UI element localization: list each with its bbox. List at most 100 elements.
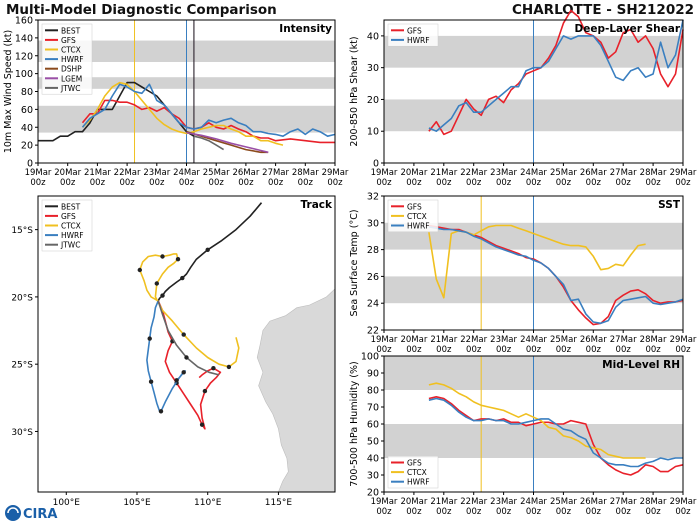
sst-xtick-label: 27Mar <box>610 335 637 345</box>
shear-panel: 01020304019Mar00z20Mar00z21Mar00z22Mar00… <box>349 9 697 188</box>
intensity-xtick-label: 24Mar <box>173 168 200 178</box>
shear-xtick-label: 26Mar <box>580 168 607 178</box>
shear-xtick-label: 20Mar <box>400 168 427 178</box>
shear-title: Deep-Layer Shear <box>574 23 680 35</box>
rh-xtick-label: 21Mar <box>430 497 457 507</box>
intensity-xtick-label: 19Mar <box>25 168 52 178</box>
intensity-xtick-sublabel: 00z <box>238 178 254 188</box>
sst-ytick-label: 28 <box>367 245 379 256</box>
rh-legend-label-hwrf: HWRF <box>407 478 430 487</box>
rh-ytick-label: 40 <box>367 454 379 465</box>
rh-xtick-sublabel: 00z <box>436 507 452 517</box>
intensity-series-lgem <box>186 131 269 154</box>
shear-ytick-label: 40 <box>367 31 379 42</box>
intensity-xtick-label: 27Mar <box>262 168 289 178</box>
intensity-ylabel: 10m Max Wind Speed (kt) <box>3 30 14 153</box>
track-point-ctcx <box>175 257 181 262</box>
shear-xtick-label: 25Mar <box>550 168 577 178</box>
sst-xtick-sublabel: 00z <box>526 345 542 355</box>
track-legend-label-gfs: GFS <box>61 212 76 221</box>
intensity-xtick-label: 26Mar <box>232 168 259 178</box>
rh-xtick-sublabel: 00z <box>376 507 392 517</box>
intensity-legend-label-lgem: LGEM <box>61 74 82 83</box>
rh-ytick-label: 80 <box>367 386 379 397</box>
sst-xtick-sublabel: 00z <box>556 345 572 355</box>
track-point-hwrf <box>147 336 152 341</box>
track-legend-label-ctcx: CTCX <box>61 222 81 231</box>
rh-ytick-label: 50 <box>367 437 379 448</box>
intensity-xtick-sublabel: 00z <box>119 178 135 188</box>
rh-legend-label-ctcx: CTCX <box>407 468 427 477</box>
intensity-legend-label-ctcx: CTCX <box>61 46 81 55</box>
intensity-ytick-label: 80 <box>21 87 33 98</box>
intensity-xtick-sublabel: 00z <box>60 178 76 188</box>
intensity-xtick-label: 22Mar <box>114 168 141 178</box>
rh-xtick-label: 23Mar <box>490 497 517 507</box>
shear-xtick-sublabel: 00z <box>645 178 661 188</box>
track-ytick-label: 25°S <box>11 361 33 371</box>
track-point-ctcx <box>160 254 165 259</box>
rh-xtick-label: 20Mar <box>400 497 427 507</box>
track-point-gfs <box>202 388 208 394</box>
intensity-xtick-label: 29Mar <box>322 168 349 178</box>
sst-xtick-label: 21Mar <box>430 335 457 345</box>
sst-xtick-sublabel: 00z <box>645 345 661 355</box>
intensity-series-jtwc <box>193 135 225 151</box>
shear-ylabel: 200-850 hPa Shear (kt) <box>349 36 360 146</box>
track-point-jtwc <box>184 355 189 360</box>
cira-logo: CIRA <box>5 505 57 522</box>
shear-legend-label-gfs: GFS <box>407 26 422 35</box>
intensity-ytick-label: 160 <box>15 16 33 27</box>
shear-xtick-sublabel: 00z <box>496 178 512 188</box>
intensity-xtick-sublabel: 00z <box>179 178 195 188</box>
track-point-gfs <box>211 366 216 371</box>
rh-series-ctcx <box>428 382 646 459</box>
sst-ytick-label: 30 <box>367 218 379 229</box>
intensity-xtick-label: 20Mar <box>54 168 81 178</box>
shear-xtick-label: 27Mar <box>610 168 637 178</box>
sst-xtick-label: 24Mar <box>520 335 547 345</box>
rh-xtick-label: 29Mar <box>670 497 697 507</box>
rh-xtick-sublabel: 00z <box>496 507 512 517</box>
rh-xtick-sublabel: 00z <box>556 507 572 517</box>
track-ytick-label: 15°S <box>11 226 33 236</box>
sst-title: SST <box>658 199 681 211</box>
shear-xtick-label: 22Mar <box>460 168 487 178</box>
track-series-jtwc <box>157 300 220 376</box>
rh-xtick-sublabel: 00z <box>466 507 482 517</box>
sst-xtick-label: 23Mar <box>490 335 517 345</box>
track-series-ctcx <box>139 253 240 368</box>
track-legend-label-jtwc: JTWC <box>60 241 80 250</box>
track-xtick-label: 115°E <box>265 498 293 508</box>
shear-xtick-label: 24Mar <box>520 168 547 178</box>
rh-title: Mid-Level RH <box>602 359 680 371</box>
shear-series-hwrf <box>428 19 684 132</box>
shear-series-gfs <box>428 9 684 136</box>
rh-xtick-sublabel: 00z <box>406 507 422 517</box>
rh-ytick-label: 70 <box>367 403 379 414</box>
rh-ytick-label: 90 <box>367 369 379 380</box>
intensity-ytick-label: 120 <box>15 51 33 62</box>
intensity-xtick-sublabel: 00z <box>30 178 46 188</box>
track-ytick-label: 30°S <box>11 428 33 438</box>
sst-ytick-label: 22 <box>367 326 379 337</box>
intensity-xtick-sublabel: 00z <box>327 178 343 188</box>
track-point-hwrf <box>174 378 179 383</box>
intensity-legend-label-best: BEST <box>61 26 81 35</box>
sst-legend-label-ctcx: CTCX <box>407 212 427 221</box>
intensity-panel: 02040608010012014016019Mar00z20Mar00z21M… <box>3 16 349 189</box>
shear-xtick-sublabel: 00z <box>526 178 542 188</box>
intensity-series-ctcx <box>81 81 284 146</box>
shear-xtick-sublabel: 00z <box>376 178 392 188</box>
shear-xtick-sublabel: 00z <box>556 178 572 188</box>
rh-xtick-sublabel: 00z <box>526 507 542 517</box>
sst-xtick-sublabel: 00z <box>586 345 602 355</box>
track-point-best <box>180 275 185 281</box>
track-point-hwrf <box>148 379 154 384</box>
rh-xtick-label: 26Mar <box>580 497 607 507</box>
intensity-title: Intensity <box>279 23 332 35</box>
sst-panel: 22242628303219Mar00z20Mar00z21Mar00z22Ma… <box>349 192 697 356</box>
shear-xtick-label: 29Mar <box>670 168 697 178</box>
